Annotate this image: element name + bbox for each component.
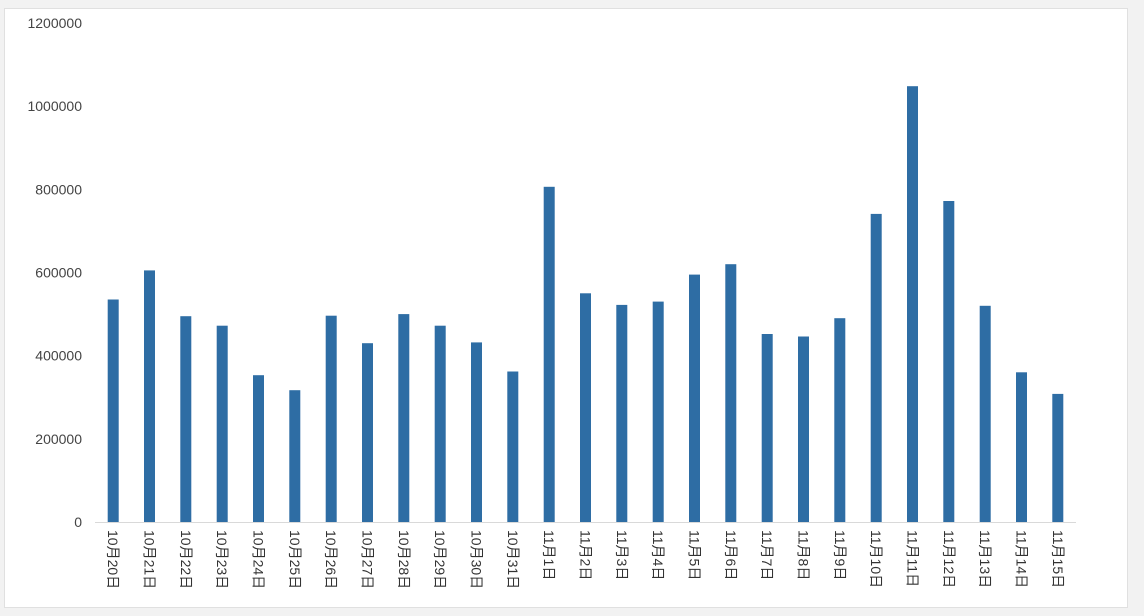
bar xyxy=(725,264,737,522)
x-tick-label: 11月3日 xyxy=(614,530,630,580)
x-tick-label: 11月15日 xyxy=(1050,530,1066,588)
x-tick-label: 10月26日 xyxy=(323,530,339,589)
x-tick-label: 11月12日 xyxy=(941,530,957,588)
x-tick-label: 11月5日 xyxy=(687,530,703,580)
x-tick-label: 11月7日 xyxy=(759,530,775,580)
y-tick-label: 400000 xyxy=(35,348,82,364)
bar xyxy=(325,315,337,522)
bar xyxy=(107,299,119,522)
bar xyxy=(434,325,446,522)
bar xyxy=(1016,372,1027,522)
y-tick-label: 1000000 xyxy=(27,98,82,114)
bar xyxy=(253,375,264,522)
bar xyxy=(144,270,155,522)
x-tick-label: 10月31日 xyxy=(505,530,521,589)
bar xyxy=(507,371,519,522)
bar xyxy=(362,343,373,522)
x-tick-label: 10月29日 xyxy=(432,530,448,589)
x-axis-ticks: 10月20日 10月21日 10月22日 10月23日 10月24日 10月25日 10月2… xyxy=(105,530,1066,589)
bar xyxy=(943,201,955,522)
bar xyxy=(1052,393,1064,522)
x-tick-label: 11月14日 xyxy=(1014,530,1030,588)
y-tick-label: 200000 xyxy=(35,431,82,447)
x-tick-label: 11月11日 xyxy=(905,530,921,587)
y-tick-label: 800000 xyxy=(35,181,82,197)
bar xyxy=(471,342,482,522)
x-tick-label: 10月27日 xyxy=(360,530,376,589)
bar xyxy=(689,274,700,522)
x-tick-label: 10月22日 xyxy=(178,530,194,589)
x-tick-label: 11月8日 xyxy=(796,530,812,580)
x-tick-label: 10月30日 xyxy=(469,530,485,589)
bar xyxy=(398,314,410,522)
bars xyxy=(107,86,1064,523)
x-tick-label: 10月20日 xyxy=(105,530,121,589)
bar xyxy=(761,334,773,522)
bar xyxy=(180,316,192,522)
bar xyxy=(652,301,664,522)
x-tick-label: 10月25日 xyxy=(287,530,303,589)
y-tick-label: 600000 xyxy=(35,265,82,281)
bar xyxy=(580,293,591,522)
y-tick-label: 0 xyxy=(74,514,82,530)
x-tick-label: 11月2日 xyxy=(578,530,594,580)
bar xyxy=(979,305,991,522)
bar xyxy=(543,186,555,523)
x-tick-label: 10月23日 xyxy=(214,530,230,589)
x-tick-label: 11月4日 xyxy=(650,530,666,580)
bar xyxy=(870,213,882,522)
x-tick-label: 11月6日 xyxy=(723,530,739,580)
y-axis-ticks: 0 200000 400000 600000 800000 1000000 1200000 xyxy=(27,15,82,530)
x-tick-label: 10月28日 xyxy=(396,530,412,589)
x-tick-label: 11月13日 xyxy=(977,530,993,588)
bar xyxy=(616,304,628,522)
bar xyxy=(907,86,918,522)
bar xyxy=(798,336,809,522)
chart-frame xyxy=(4,8,1128,608)
x-tick-label: 11月10日 xyxy=(868,530,884,588)
x-tick-label: 11月1日 xyxy=(541,530,557,580)
y-tick-label: 1200000 xyxy=(27,15,82,31)
x-tick-label: 11月9日 xyxy=(832,530,848,580)
bar xyxy=(289,390,301,522)
bar xyxy=(834,318,846,522)
x-tick-label: 10月21日 xyxy=(142,530,158,589)
bar xyxy=(216,325,228,522)
x-tick-label: 10月24日 xyxy=(251,530,267,589)
